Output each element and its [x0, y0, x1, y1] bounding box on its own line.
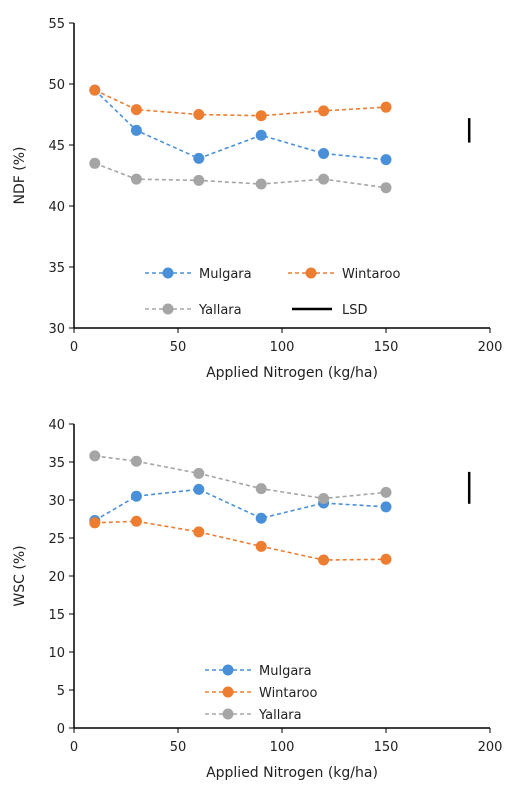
chart2-y-tick-label: 20	[48, 570, 65, 585]
chart2-point-wintaroo	[380, 553, 392, 565]
chart2-point-mulgara	[380, 501, 392, 513]
chart1-x-tick-label: 0	[70, 340, 78, 355]
chart2-point-mulgara	[255, 512, 267, 524]
chart1-point-yallara	[193, 174, 205, 186]
chart2-point-mulgara	[193, 483, 205, 495]
chart2-x-tick-label: 200	[478, 740, 503, 755]
chart1-legend-label-wintaroo: Wintaroo	[342, 267, 400, 282]
chart2-y-tick-label: 40	[48, 418, 65, 433]
chart1-point-wintaroo	[130, 104, 142, 116]
chart1-series-line-wintaroo	[94, 89, 387, 117]
chart2-point-yallara	[130, 455, 142, 467]
chart1-legend-marker-wintaroo	[305, 267, 317, 279]
chart2-legend-marker-mulgara	[222, 664, 234, 676]
chart1-point-mulgara	[380, 154, 392, 166]
chart1-point-wintaroo	[255, 110, 267, 122]
chart1-point-yallara	[255, 178, 267, 190]
chart2-point-yallara	[318, 492, 330, 504]
chart2-point-wintaroo	[89, 517, 101, 529]
chart2-point-yallara	[380, 486, 392, 498]
chart1-legend-marker-yallara	[162, 303, 174, 315]
chart1-series-line-yallara	[94, 162, 387, 189]
chart2-y-tick-label: 10	[48, 646, 65, 661]
chart1-point-wintaroo	[318, 105, 330, 117]
chart2-x-axis-title: Applied Nitrogen (kg/ha)	[206, 765, 378, 781]
chart2-y-tick-label: 15	[48, 608, 65, 623]
chart2-series-line-wintaroo	[94, 520, 387, 561]
chart2-y-axis-title: WSC (%)	[12, 545, 28, 606]
chart2-legend-marker-yallara	[222, 708, 234, 720]
ndf-chart: 30 35 40 45 50 55 0 50 100 150 200 Applied Nitrogen…	[12, 17, 503, 381]
chart1-point-yallara	[89, 157, 101, 169]
chart1-legend-label-lsd: LSD	[342, 303, 368, 318]
chart1-point-yallara	[318, 173, 330, 185]
chart1-y-tick-label: 30	[48, 322, 65, 337]
chart1-y-tick-label: 35	[48, 261, 65, 276]
chart2-point-yallara	[255, 483, 267, 495]
chart1-point-yallara	[130, 173, 142, 185]
chart2-legend-marker-wintaroo	[222, 686, 234, 698]
wsc-chart: 0 5 10 15 20 25 30 35 40 0 50 100 150 200 Applied Nitr…	[12, 418, 503, 781]
chart2-y-tick-label: 5	[57, 684, 65, 699]
chart2-series-line-mulgara	[94, 488, 387, 522]
chart1-series-line-mulgara	[94, 89, 387, 161]
chart2-point-wintaroo	[318, 554, 330, 566]
chart1-legend-label-yallara: Yallara	[198, 303, 242, 318]
chart2-point-wintaroo	[193, 526, 205, 538]
chart1-point-yallara	[380, 182, 392, 194]
chart1-x-tick-label: 200	[478, 340, 503, 355]
chart1-y-tick-label: 45	[48, 139, 65, 154]
chart1-x-axis-title: Applied Nitrogen (kg/ha)	[206, 365, 378, 381]
chart2-y-tick-label: 35	[48, 456, 65, 471]
chart2-x-tick-label: 150	[374, 740, 399, 755]
chart1-y-axis-title: NDF (%)	[12, 147, 28, 205]
chart2-legend-label-wintaroo: Wintaroo	[259, 686, 317, 701]
chart2-y-tick-label: 25	[48, 532, 65, 547]
chart1-point-wintaroo	[193, 109, 205, 120]
chart2-x-tick-label: 100	[270, 740, 295, 755]
chart1-point-wintaroo	[89, 84, 101, 96]
chart1-x-tick-label: 150	[374, 340, 399, 355]
chart1-y-tick-label: 50	[48, 78, 65, 93]
chart2-legend-label-mulgara: Mulgara	[259, 664, 312, 679]
chart1-point-mulgara	[130, 124, 142, 136]
chart2-y-tick-label: 30	[48, 494, 65, 509]
chart2-x-tick-label: 50	[170, 740, 187, 755]
chart2-y-tick-label: 0	[57, 722, 65, 737]
chart1-point-wintaroo	[380, 101, 392, 113]
chart2-x-tick-label: 0	[70, 740, 78, 755]
chart2-point-mulgara	[130, 490, 142, 502]
chart2-point-wintaroo	[130, 515, 142, 527]
chart2-point-yallara	[193, 467, 205, 479]
chart1-point-mulgara	[193, 152, 205, 164]
chart1-legend-label-mulgara: Mulgara	[199, 267, 252, 282]
chart1-legend-marker-mulgara	[162, 267, 174, 279]
chart1-point-mulgara	[255, 129, 267, 141]
chart2-point-yallara	[89, 450, 101, 462]
chart1-x-tick-label: 100	[270, 340, 295, 355]
chart1-point-mulgara	[318, 148, 330, 160]
chart1-y-tick-label: 40	[48, 200, 65, 215]
chart2-legend-label-yallara: Yallara	[258, 708, 302, 723]
chart2-point-wintaroo	[255, 540, 267, 552]
chart1-x-tick-label: 50	[170, 340, 187, 355]
chart1-y-tick-label: 55	[48, 17, 65, 32]
